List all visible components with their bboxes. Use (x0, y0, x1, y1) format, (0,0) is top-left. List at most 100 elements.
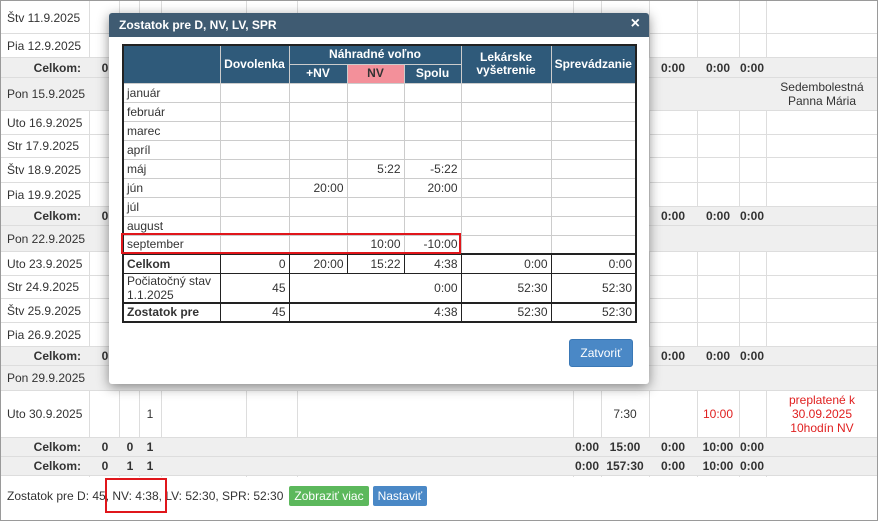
cell-value: 15:00 (609, 440, 641, 454)
cell-value: 0:00 (660, 349, 686, 363)
footer-text: Zostatok pre D: 45, (7, 489, 110, 503)
table-cell: 4:38 (403, 253, 462, 274)
month-label: marec (122, 120, 221, 141)
table-cell (403, 139, 462, 160)
cell-value: 0:00 (574, 440, 600, 454)
footer: Zostatok pre D: 45, NV: 4:38, LV: 52:30,… (7, 486, 428, 506)
table-cell (460, 234, 552, 255)
cell-value: 0:00 (739, 440, 765, 454)
more-button[interactable]: Zobraziť viac (289, 486, 369, 506)
table-row: január (122, 82, 637, 103)
row-label: Pon 29.9.2025 (7, 371, 86, 385)
table-cell: -5:22 (403, 158, 462, 179)
table-row: Počiatočný stav 1.1.2025 45 0:00 52:30 52:30 (122, 272, 637, 303)
month-label: apríl (122, 139, 221, 160)
table-cell: 0:00 (288, 272, 462, 303)
table-row: jún 20:00 20:00 (122, 177, 637, 198)
table-cell (219, 177, 290, 198)
table-cell: 45 (219, 272, 290, 303)
cell-value: 0:00 (739, 209, 765, 223)
cell-value: 10:00 (702, 407, 734, 421)
cell-value: 0:00 (660, 459, 686, 473)
table-row: Celkom: 0 0 1 0:00 15:00 0:00 10:00 0:00 (1, 438, 877, 457)
header-cell: Náhradné voľno (288, 44, 462, 65)
month-label: máj (122, 158, 221, 179)
table-cell: 5:22 (346, 158, 405, 179)
table-cell (219, 139, 290, 160)
row-label: Pon 15.9.2025 (7, 87, 86, 101)
footer-nv: NV: 4:38, (112, 489, 162, 503)
table-cell: 0:00 (550, 253, 637, 274)
table-cell: 0:00 (460, 253, 552, 274)
table-cell (550, 215, 637, 236)
table-cell: 0 (219, 253, 290, 274)
row-label: Pia 12.9.2025 (7, 38, 82, 53)
table-cell (550, 139, 637, 160)
highlight (105, 478, 167, 513)
table-cell (460, 101, 552, 122)
table-cell (403, 196, 462, 217)
table-cell (346, 196, 405, 217)
row-label: Pia 19.9.2025 (7, 187, 82, 202)
table-row: február (122, 101, 637, 122)
table-row: Celkom 0 20:00 15:22 4:38 0:00 0:00 (122, 253, 637, 274)
cell-value: 157:30 (606, 459, 644, 473)
cell-value: 0 (101, 209, 109, 223)
header-cell (122, 44, 221, 84)
cell-value: 0:00 (660, 60, 686, 75)
cell-value: 10:00 (702, 459, 734, 473)
table-row: máj 5:22 -5:22 (122, 158, 637, 179)
table-cell (346, 120, 405, 141)
table-cell: 52:30 (460, 301, 552, 322)
header-cell: Dovolenka (219, 44, 290, 84)
row-label: Celkom: (33, 459, 81, 473)
table-cell (460, 120, 552, 141)
cell-value: 1 (146, 459, 154, 473)
row-label: Počiatočný stav 1.1.2025 (122, 272, 221, 303)
note: preplatené k 30.09.2025 10hodín NV (788, 393, 856, 435)
table-cell (403, 101, 462, 122)
settings-button[interactable]: Nastaviť (372, 486, 428, 506)
cell-value: 1 (126, 459, 134, 473)
row-label: Štv 11.9.2025 (7, 11, 81, 25)
table-row: Celkom: 0 1 1 0:00 157:30 0:00 10:00 0:00 (1, 457, 877, 476)
row-label: Celkom: (33, 209, 81, 223)
table-cell (288, 120, 348, 141)
header-cell: NV (346, 63, 405, 84)
cell-value: 0:00 (705, 209, 731, 223)
month-label: august (122, 215, 221, 236)
row-label: Štv 25.9.2025 (7, 303, 82, 318)
summary-table: Dovolenka Náhradné voľno Lekárske vyšetr… (122, 44, 638, 323)
row-label: Uto 16.9.2025 (7, 115, 83, 130)
table-cell (460, 158, 552, 179)
cell-value: 7:30 (613, 407, 637, 421)
modal: Zostatok pre D, NV, LV, SPR × Dovolenka … (109, 13, 649, 384)
month-label: júl (122, 196, 221, 217)
table-cell (403, 120, 462, 141)
table-cell (460, 196, 552, 217)
row-label: Uto 30.9.2025 (7, 407, 83, 421)
table-body: január február marec apríl máj 5:22 -5:22 jún 20… (122, 82, 637, 322)
table-cell (550, 196, 637, 217)
row-label: Zostatok pre (122, 301, 221, 322)
cell-value: 0:00 (739, 459, 765, 473)
table-cell (219, 158, 290, 179)
cell-value: 0:00 (705, 60, 731, 75)
table-cell (288, 139, 348, 160)
row-label: Štv 18.9.2025 (7, 163, 82, 177)
table-row: marec (122, 120, 637, 141)
close-button[interactable]: Zatvoriť (569, 339, 633, 367)
cell-value: 0:00 (739, 60, 765, 75)
table-cell (460, 177, 552, 198)
table-cell (550, 82, 637, 103)
table-cell: 15:22 (346, 253, 405, 274)
table-cell: 45 (219, 301, 290, 322)
row-label: Celkom: (33, 349, 81, 363)
modal-title: Zostatok pre D, NV, LV, SPR (119, 18, 277, 32)
table-cell: 20:00 (403, 177, 462, 198)
table-cell (403, 82, 462, 103)
close-icon[interactable]: × (630, 15, 640, 32)
table-cell (550, 177, 637, 198)
row-label: Celkom: (33, 60, 81, 75)
